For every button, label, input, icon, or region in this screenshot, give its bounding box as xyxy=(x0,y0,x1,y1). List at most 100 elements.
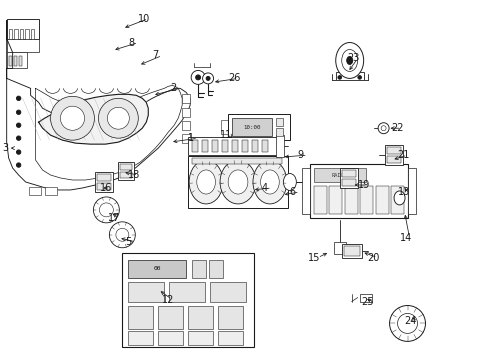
Bar xyxy=(202,140,208,152)
Bar xyxy=(344,186,357,214)
Text: 11: 11 xyxy=(220,130,232,140)
Text: 17: 17 xyxy=(108,213,121,223)
Circle shape xyxy=(17,150,21,154)
Bar xyxy=(158,332,183,345)
Bar xyxy=(128,306,153,329)
Bar xyxy=(128,282,164,302)
Bar xyxy=(251,140,258,152)
Bar xyxy=(301,168,309,214)
Bar xyxy=(275,135,284,157)
Bar xyxy=(262,140,267,152)
Circle shape xyxy=(337,76,341,79)
Text: 14: 14 xyxy=(399,233,411,243)
Ellipse shape xyxy=(252,160,286,204)
Bar xyxy=(188,156,287,208)
Circle shape xyxy=(17,110,21,114)
Bar xyxy=(188,137,283,155)
Bar xyxy=(19,57,22,67)
Bar xyxy=(407,168,415,214)
Polygon shape xyxy=(7,21,190,190)
Bar xyxy=(375,186,388,214)
Circle shape xyxy=(357,76,361,79)
Text: 15: 15 xyxy=(307,253,320,263)
Text: RADIO: RADIO xyxy=(331,172,347,177)
Ellipse shape xyxy=(116,228,128,241)
Text: 7: 7 xyxy=(152,50,158,60)
Circle shape xyxy=(377,123,388,134)
Text: 25: 25 xyxy=(361,297,373,306)
Circle shape xyxy=(195,75,200,80)
Bar xyxy=(188,332,213,345)
Ellipse shape xyxy=(109,222,135,248)
Bar xyxy=(221,120,227,134)
Bar xyxy=(182,108,190,117)
Bar xyxy=(232,118,271,136)
Ellipse shape xyxy=(335,42,363,78)
Bar xyxy=(192,140,198,152)
Text: 9: 9 xyxy=(297,150,304,160)
Text: 5: 5 xyxy=(125,237,131,247)
Bar xyxy=(7,53,26,68)
Circle shape xyxy=(17,163,21,167)
Bar xyxy=(390,186,403,214)
Text: 22: 22 xyxy=(391,123,403,133)
Bar xyxy=(309,164,407,218)
Circle shape xyxy=(17,123,21,127)
Bar xyxy=(232,140,238,152)
Bar xyxy=(14,57,17,67)
Bar xyxy=(218,306,243,329)
Bar xyxy=(182,94,190,103)
Bar xyxy=(275,118,283,126)
Text: 20: 20 xyxy=(367,253,379,263)
Polygon shape xyxy=(39,94,148,144)
Bar xyxy=(120,172,132,178)
Bar xyxy=(182,121,190,130)
Ellipse shape xyxy=(220,160,255,204)
Bar xyxy=(218,332,243,345)
Ellipse shape xyxy=(283,174,296,190)
Bar xyxy=(14,28,18,39)
Text: 8: 8 xyxy=(128,37,134,48)
Text: 1: 1 xyxy=(188,133,194,143)
Bar xyxy=(384,145,402,165)
Ellipse shape xyxy=(93,197,119,223)
Bar xyxy=(20,28,23,39)
Bar xyxy=(341,179,355,186)
Text: 10: 10 xyxy=(138,14,150,24)
Text: 6: 6 xyxy=(289,187,295,197)
Text: 19: 19 xyxy=(357,180,369,190)
Circle shape xyxy=(202,73,213,84)
Bar xyxy=(7,19,39,39)
Text: 26: 26 xyxy=(227,73,240,84)
Bar xyxy=(97,174,111,181)
Bar xyxy=(25,28,29,39)
Bar xyxy=(44,187,57,195)
Bar xyxy=(386,156,400,163)
Bar xyxy=(360,186,372,214)
Ellipse shape xyxy=(346,57,352,64)
Bar xyxy=(192,158,281,164)
Bar xyxy=(328,186,342,214)
Text: 00: 00 xyxy=(153,266,161,271)
Bar xyxy=(188,306,213,329)
Bar xyxy=(313,186,326,214)
Bar xyxy=(158,306,183,329)
Bar xyxy=(359,293,371,302)
Bar xyxy=(227,114,289,140)
Circle shape xyxy=(17,96,21,100)
Bar xyxy=(95,172,113,192)
Text: 21: 21 xyxy=(397,150,409,160)
Bar xyxy=(210,282,245,302)
Bar xyxy=(29,187,41,195)
Bar xyxy=(128,332,153,345)
Bar xyxy=(9,57,12,67)
Bar xyxy=(120,164,132,170)
Text: 18: 18 xyxy=(128,170,140,180)
Bar xyxy=(192,260,205,278)
Text: 16: 16 xyxy=(100,183,112,193)
Bar xyxy=(339,168,357,188)
Bar xyxy=(169,282,204,302)
Text: 12: 12 xyxy=(162,294,174,305)
Ellipse shape xyxy=(228,170,247,194)
Bar xyxy=(212,140,218,152)
